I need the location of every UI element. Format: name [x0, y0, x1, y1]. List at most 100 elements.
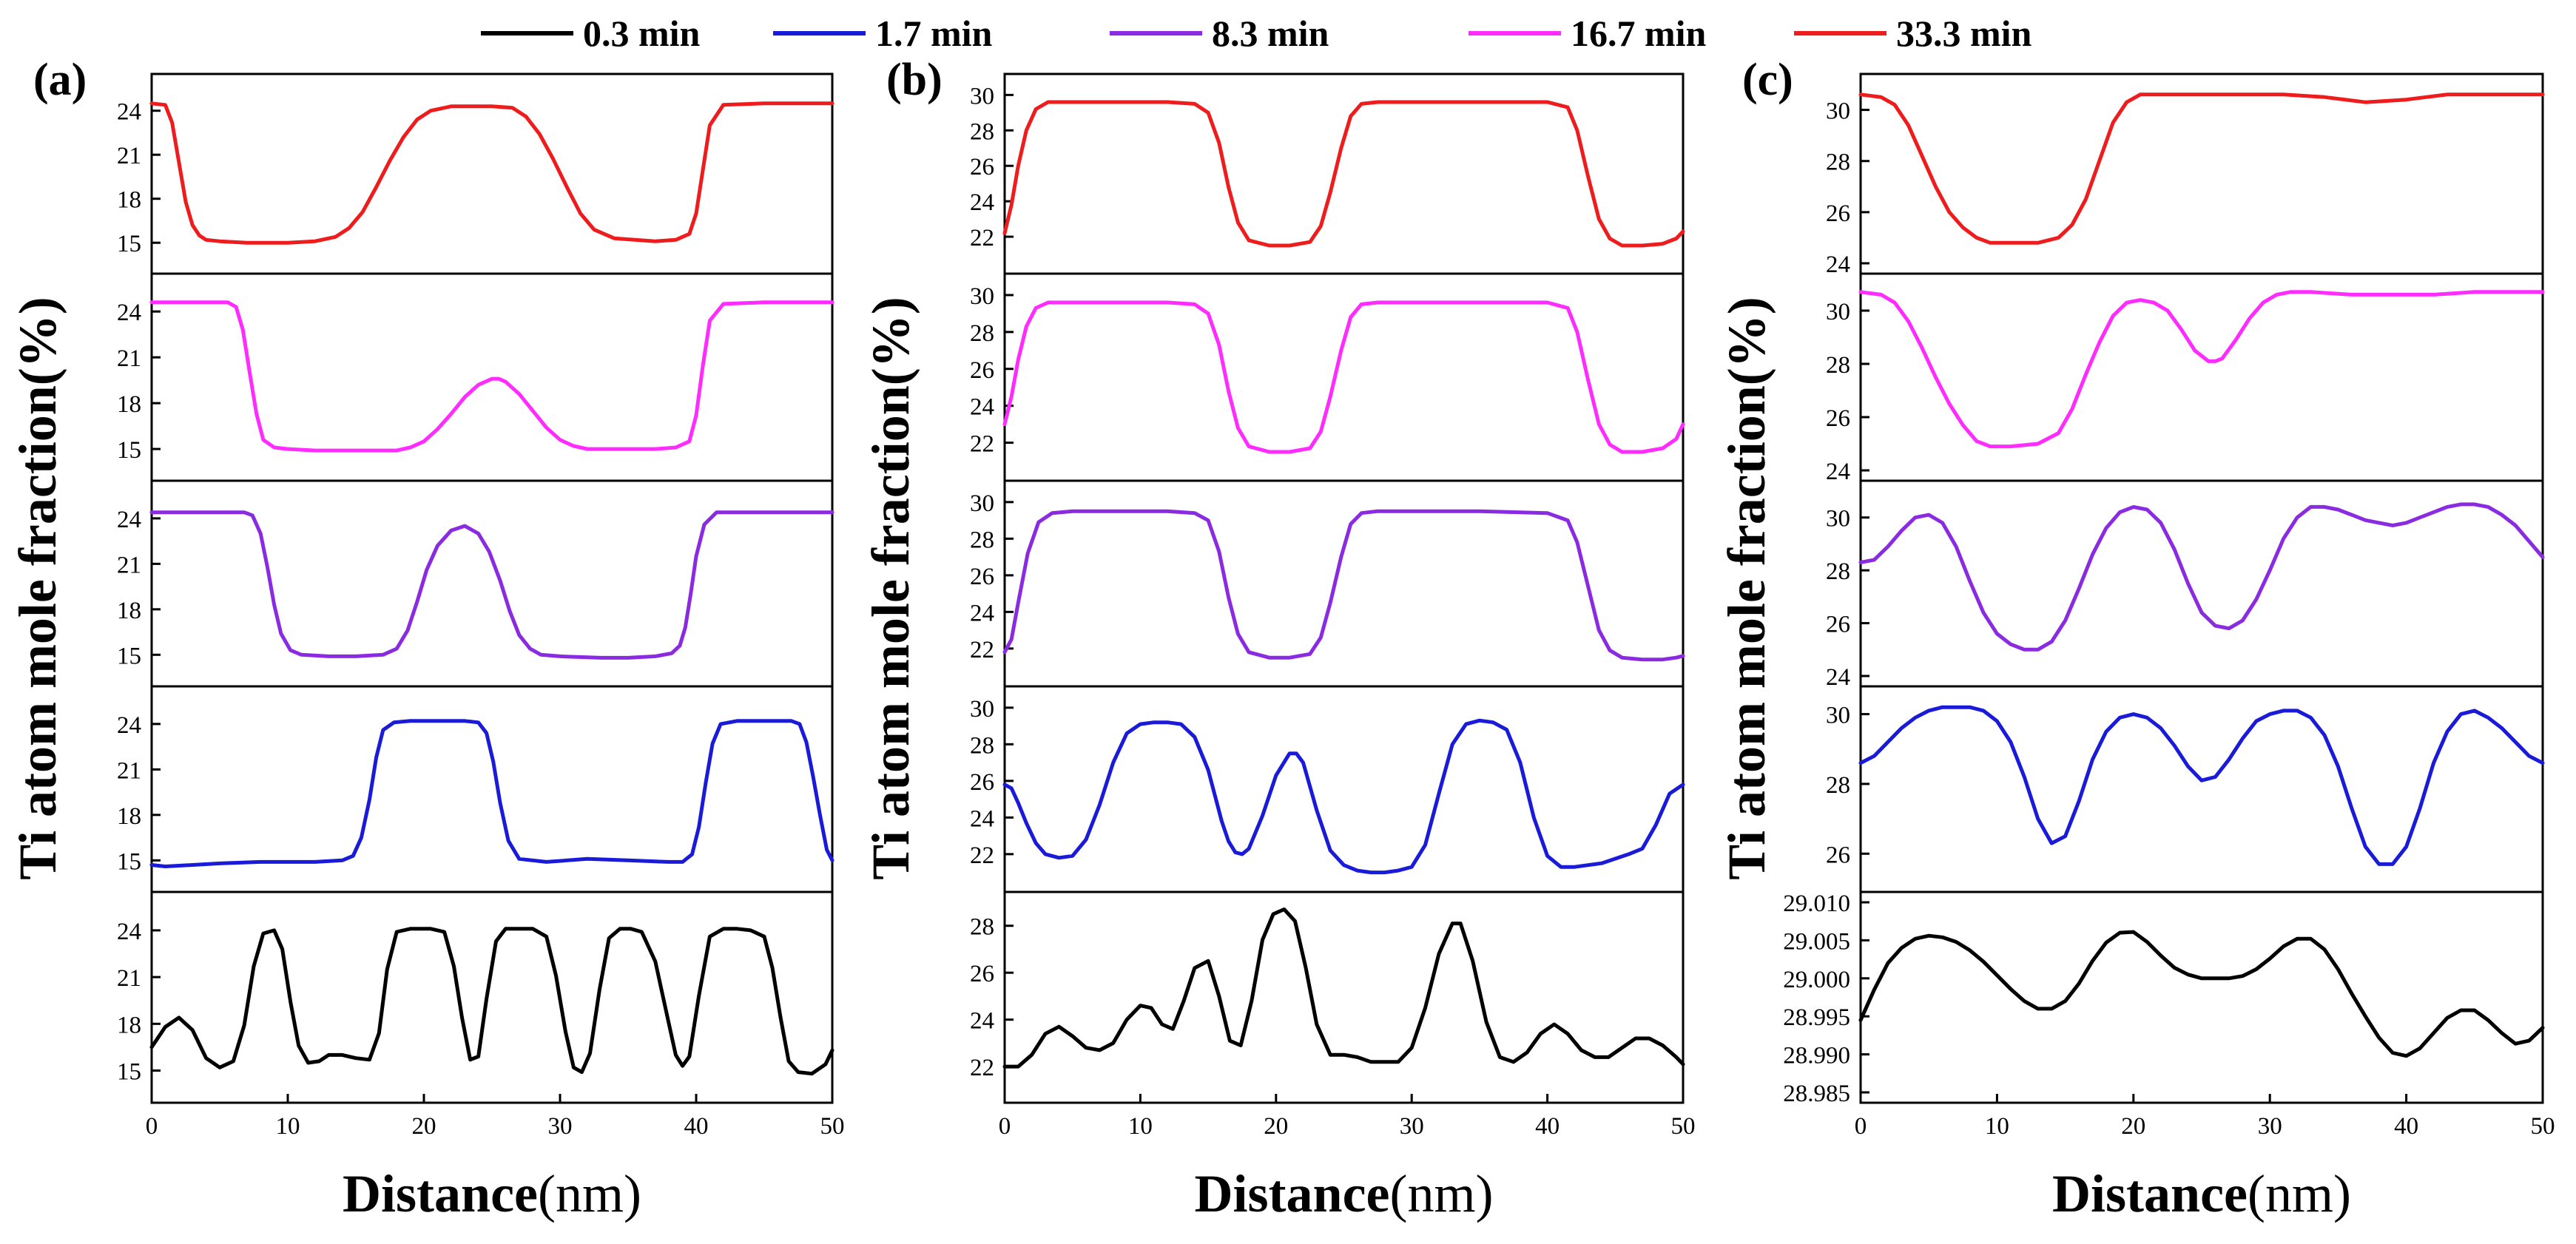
y-tick-label: 15	[117, 437, 141, 464]
y-tick-label: 30	[970, 490, 994, 517]
series-line	[1858, 502, 2545, 652]
y-tick-label: 26	[1826, 842, 1850, 868]
series-line	[1002, 100, 1685, 248]
legend-label: 16.7 min	[1571, 13, 1707, 54]
x-axis-label-unit: (nm)	[1389, 1164, 1493, 1223]
legend-entry: 0.3 min	[481, 13, 701, 54]
y-tick-label: 24	[117, 712, 141, 739]
y-tick-label: 28.990	[1783, 1043, 1850, 1069]
y-tick-label: 30	[1826, 506, 1850, 533]
y-tick-label: 28	[1826, 352, 1850, 379]
y-tick-label: 24	[117, 300, 141, 326]
y-tick-label: 26	[970, 154, 994, 180]
series-line	[1002, 718, 1685, 875]
chart-panel: (b)2224262830222426283022242628302224262…	[861, 55, 1696, 1223]
x-tick-label: 30	[1400, 1113, 1424, 1140]
y-tick-label: 30	[1826, 299, 1850, 325]
subplot-frame	[1859, 479, 2544, 688]
y-tick-label: 24	[117, 919, 141, 945]
y-tick-label: 28	[1826, 149, 1850, 176]
y-axis-label: Ti atom mole fraction(%)	[1717, 297, 1776, 879]
y-tick-label: 18	[117, 391, 141, 418]
x-axis-label: Distance(nm)	[343, 1164, 641, 1223]
series-line	[1002, 300, 1685, 454]
y-tick-label: 24	[117, 507, 141, 533]
subplot: 24 26 28 30	[1826, 72, 2545, 278]
y-tick-label: 18	[117, 187, 141, 214]
series-line	[149, 927, 834, 1076]
legend-label: 33.3 min	[1896, 13, 2032, 54]
x-axis-label-text: Distance	[343, 1164, 538, 1223]
legend: 0.3 min 1.7 min 8.3 min 16.7 min 33.3 min	[481, 13, 2032, 54]
x-axis-label: Distance(nm)	[1195, 1164, 1494, 1223]
x-axis-label-unit: (nm)	[2248, 1164, 2351, 1223]
y-tick-label: 28.995	[1783, 1004, 1850, 1031]
y-tick-label: 26	[970, 564, 994, 590]
y-tick-label: 21	[117, 757, 141, 784]
x-tick-label: 0	[999, 1113, 1011, 1140]
series-line	[1002, 907, 1685, 1069]
x-tick-label: 20	[2121, 1113, 2145, 1140]
x-tick-label: 30	[548, 1113, 573, 1140]
subplot-frame	[1003, 272, 1685, 482]
x-tick-label: 0	[146, 1113, 158, 1140]
x-tick-label: 0	[1855, 1113, 1867, 1140]
legend-entry: 16.7 min	[1469, 13, 1707, 54]
x-tick-label: 10	[1985, 1113, 2009, 1140]
x-tick-label: 50	[1671, 1113, 1696, 1140]
y-tick-label: 26	[1826, 612, 1850, 638]
panel-label: (b)	[886, 55, 943, 105]
y-tick-label: 30	[1826, 98, 1850, 125]
y-tick-label: 29.010	[1783, 890, 1850, 917]
y-tick-label: 18	[117, 598, 141, 624]
subplot: 28.985 28.990 28.995 29.000 29.005 29.010	[1783, 890, 2545, 1107]
series-line	[149, 300, 834, 453]
y-tick-label: 28	[970, 118, 994, 145]
y-tick-label: 28	[970, 320, 994, 347]
legend-label: 1.7 min	[875, 13, 993, 54]
y-tick-label: 15	[117, 1059, 141, 1086]
series-line	[149, 719, 834, 868]
series-line	[1858, 705, 2545, 866]
y-tick-label: 22	[970, 225, 994, 251]
y-tick-label: 24	[970, 805, 994, 832]
x-tick-label: 20	[1264, 1113, 1288, 1140]
legend-entry: 1.7 min	[773, 13, 993, 54]
legend-entry: 33.3 min	[1794, 13, 2032, 54]
x-tick-label: 40	[1535, 1113, 1560, 1140]
subplot: 22 24 26 28 30	[970, 685, 1685, 893]
y-tick-label: 18	[117, 1012, 141, 1038]
y-axis-label: Ti atom mole fraction(%)	[8, 297, 67, 879]
subplot: 22 24 26 28 30	[970, 72, 1685, 275]
series-line	[149, 101, 834, 245]
y-tick-label: 28	[1826, 558, 1850, 585]
x-axis-label-unit: (nm)	[538, 1164, 641, 1223]
panel-label: (a)	[33, 55, 87, 105]
y-tick-label: 24	[117, 99, 141, 126]
y-tick-label: 26	[970, 769, 994, 796]
y-tick-label: 29.000	[1783, 967, 1850, 993]
panel-label: (c)	[1742, 55, 1793, 105]
y-tick-label: 30	[970, 83, 994, 109]
x-tick-label: 30	[2258, 1113, 2282, 1140]
series-line	[1858, 290, 2545, 449]
subplot-frame	[1859, 72, 2544, 275]
subplot: 22 24 26 28 30	[970, 272, 1685, 482]
y-tick-label: 24	[970, 600, 994, 626]
legend-label: 8.3 min	[1212, 13, 1329, 54]
y-tick-label: 30	[970, 696, 994, 723]
x-tick-label: 40	[2394, 1113, 2418, 1140]
legend-label: 0.3 min	[583, 13, 701, 54]
y-tick-label: 24	[970, 1008, 994, 1035]
y-tick-label: 28	[970, 914, 994, 941]
y-tick-label: 26	[1826, 200, 1850, 227]
series-line	[149, 510, 834, 660]
series-line	[1002, 509, 1685, 662]
subplot: 15 18 21 24	[117, 272, 834, 482]
y-tick-label: 28	[970, 732, 994, 759]
y-tick-label: 24	[1826, 251, 1850, 278]
x-axis-label: Distance(nm)	[2052, 1164, 2351, 1223]
subplot: 22 24 26 28 30	[970, 479, 1685, 688]
y-tick-label: 28.985	[1783, 1081, 1850, 1107]
legend-entry: 8.3 min	[1110, 13, 1329, 54]
